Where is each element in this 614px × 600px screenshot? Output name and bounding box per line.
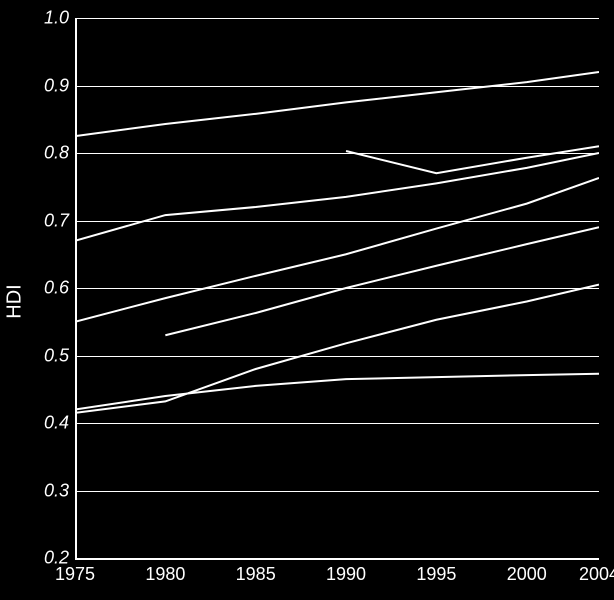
data-series: [75, 285, 599, 413]
y-tick-label: 0.8: [37, 143, 69, 164]
data-lines: [75, 18, 599, 558]
x-tick-label: 1985: [236, 564, 276, 585]
y-tick-label: 0.6: [37, 278, 69, 299]
y-tick-label: 1.0: [37, 8, 69, 29]
hdi-line-chart: HDI 0.20.30.40.50.60.70.80.91.0 19751980…: [0, 0, 614, 600]
x-tick-label: 1995: [416, 564, 456, 585]
y-tick-label: 0.4: [37, 413, 69, 434]
x-tick-label: 2004: [579, 564, 614, 585]
data-series: [75, 178, 599, 322]
x-tick-label: 1975: [55, 564, 95, 585]
y-axis-label: HDI: [4, 284, 27, 318]
y-tick-label: 0.7: [37, 210, 69, 231]
data-series: [75, 153, 599, 241]
x-tick-label: 1980: [145, 564, 185, 585]
data-series: [75, 72, 599, 136]
y-tick-label: 0.3: [37, 480, 69, 501]
data-series: [75, 374, 599, 410]
x-tick-label: 1990: [326, 564, 366, 585]
x-axis-line: [75, 558, 599, 560]
x-tick-label: 2000: [507, 564, 547, 585]
y-tick-label: 0.9: [37, 75, 69, 96]
y-tick-label: 0.5: [37, 345, 69, 366]
data-series: [346, 146, 599, 173]
plot-area: [75, 18, 599, 558]
